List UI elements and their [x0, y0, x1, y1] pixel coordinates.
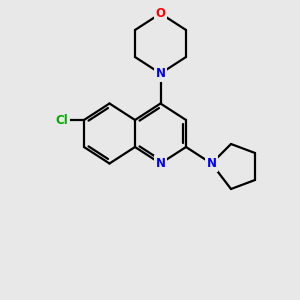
Text: N: N [155, 157, 166, 170]
Text: N: N [155, 67, 166, 80]
Text: N: N [206, 157, 217, 170]
Text: Cl: Cl [55, 113, 68, 127]
Text: O: O [155, 7, 166, 20]
